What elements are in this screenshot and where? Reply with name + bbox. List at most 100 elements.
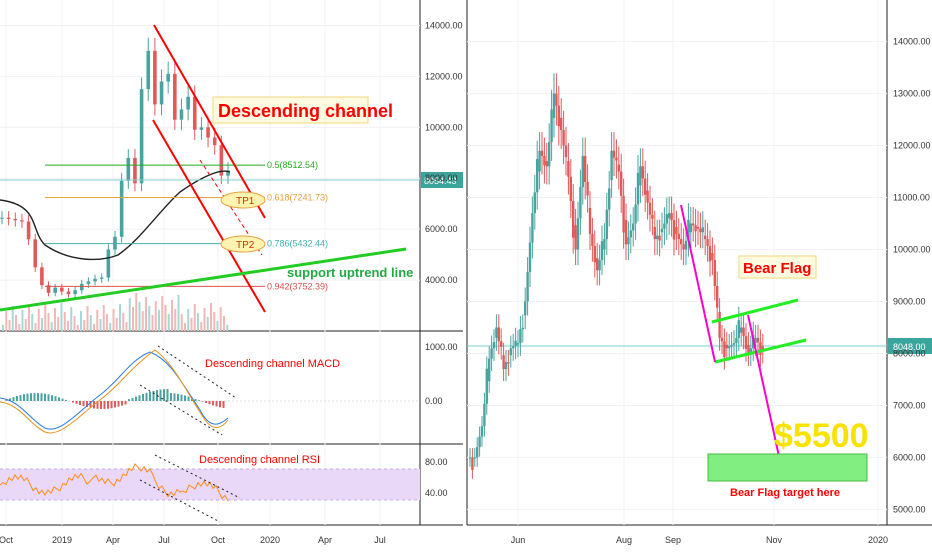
right-y-tick-label: 6000.00: [893, 452, 926, 462]
macd-histogram-bar: [125, 401, 127, 404]
left-volume-bar: [70, 307, 72, 331]
left-volume-bar: [181, 314, 183, 331]
left-candle-body: [126, 158, 130, 181]
right-candle-body: [632, 224, 634, 231]
bear-flag-label: Bear Flag: [743, 260, 811, 277]
macd-histogram-bar: [135, 397, 137, 401]
channel-label: Descending channel: [218, 101, 393, 121]
left-volume-bar: [18, 324, 20, 331]
left-volume-bar: [2, 325, 4, 331]
right-candle-body: [634, 204, 636, 223]
left-volume-bar: [106, 314, 108, 331]
right-candle-body: [481, 426, 483, 436]
left-candle-body: [87, 281, 91, 284]
right-candle-body: [699, 229, 701, 232]
right-candle-body: [582, 156, 584, 187]
right-candle-body: [562, 130, 564, 146]
macd-histogram-bar: [132, 398, 134, 401]
right-candle-body: [548, 142, 550, 166]
macd-histogram-bar: [118, 401, 120, 407]
right-candle-body: [692, 224, 694, 226]
right-candle-body: [546, 161, 548, 166]
left-x-tick-label: 2020: [260, 535, 280, 545]
right-candle-body: [642, 166, 644, 178]
macd-histogram-bar: [100, 401, 102, 409]
right-candle-body: [490, 348, 492, 358]
right-candle-body: [495, 327, 497, 337]
right-candle-body: [560, 118, 562, 130]
flag-upper-line: [712, 300, 798, 322]
macd-histogram-bar: [177, 394, 179, 401]
left-volume-bar: [171, 300, 173, 331]
right-candle-body: [522, 328, 524, 329]
macd-histogram-bar: [20, 395, 22, 401]
right-candle-body: [500, 341, 502, 347]
macd-histogram-bar: [58, 397, 60, 401]
left-candle-body: [13, 219, 17, 220]
macd-histogram-bar: [195, 399, 197, 401]
left-candle-body: [53, 288, 57, 293]
right-candle-body: [721, 338, 723, 341]
left-volume-bar: [25, 319, 27, 331]
right-candle-body: [577, 218, 579, 249]
left-candle-body: [40, 267, 44, 285]
macd-histogram-bar: [212, 401, 214, 405]
right-candle-body: [519, 329, 521, 343]
macd-histogram-bar: [48, 394, 50, 401]
left-y-tick-label: 10000.00: [425, 122, 463, 132]
left-volume-bar: [220, 307, 222, 331]
left-volume-bar: [132, 307, 134, 331]
right-candle-body: [620, 172, 622, 196]
right-candle-body: [670, 213, 672, 220]
macd-histogram-bar: [23, 394, 25, 401]
tp2-label: TP2: [236, 240, 255, 251]
left-volume-bars: [2, 293, 228, 331]
right-candle-body: [735, 338, 737, 343]
macd-line: [0, 352, 228, 429]
right-candle-body: [656, 236, 658, 239]
macd-histogram-bar: [104, 401, 106, 409]
macd-histogram-bar: [62, 399, 64, 401]
right-y-tick-label: 12000.00: [893, 141, 931, 151]
right-candle-body: [675, 227, 677, 234]
right-candle-body: [601, 241, 603, 260]
right-candle-body: [486, 369, 488, 404]
left-volume-bar: [9, 320, 11, 331]
left-volume-bar: [80, 311, 82, 331]
left-volume-bar: [213, 312, 215, 331]
left-candle-body: [120, 181, 124, 237]
macd-histogram-bar: [27, 394, 29, 401]
left-volume-bar: [5, 311, 7, 331]
left-volume-bar: [223, 316, 225, 331]
target-box: [708, 454, 867, 481]
left-y-tick-label: 14000.00: [425, 20, 463, 30]
macd-histogram-bar: [107, 401, 109, 409]
macd-histogram-bar: [146, 393, 148, 401]
right-candle-body: [651, 215, 653, 219]
right-candle-body: [685, 241, 687, 250]
macd-histogram-bar: [219, 401, 221, 407]
right-candle-body: [663, 224, 665, 229]
right-candle-body: [608, 189, 610, 210]
left-candle-body: [67, 292, 71, 295]
right-candle-body: [711, 253, 713, 260]
left-volume-bar: [61, 303, 63, 331]
right-candle-body: [610, 151, 612, 180]
right-candle-body: [594, 246, 596, 262]
right-candle-body: [759, 342, 761, 355]
right-candle-body: [512, 347, 514, 349]
right-candle-body: [471, 457, 473, 469]
right-y-tick-label: 9000.00: [893, 296, 926, 306]
left-volume-bar: [67, 321, 69, 331]
right-y-tick-label: 11000.00: [893, 193, 930, 203]
left-volume-bar: [22, 310, 24, 331]
right-y-tick-label: 13000.00: [893, 89, 931, 99]
right-candle-body: [529, 243, 531, 272]
left-volume-bar: [129, 298, 131, 331]
right-candle-body: [517, 343, 519, 345]
left-volume-bar: [142, 311, 144, 331]
left-candle-body: [186, 97, 190, 110]
left-volume-bar: [152, 315, 154, 331]
